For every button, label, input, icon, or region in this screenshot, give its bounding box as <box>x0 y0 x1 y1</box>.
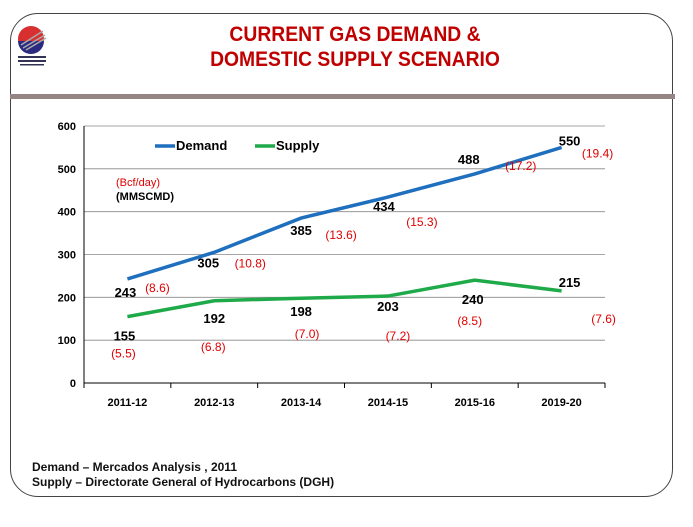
line-chart: 0 100 200 300 400 500 600 2011-12 2012-13 2013-14… <box>58 121 616 409</box>
x-tick-label: 2011-12 <box>108 397 148 409</box>
bcf-label: (7.6) <box>591 312 616 326</box>
data-label: 243 <box>115 285 137 300</box>
x-tick-label: 2014-15 <box>368 397 408 409</box>
x-tick-label: 2012-13 <box>194 397 234 409</box>
bcf-label: (13.6) <box>325 228 356 242</box>
data-label: 215 <box>559 275 581 290</box>
bcf-label: (8.5) <box>457 314 482 328</box>
bcf-label: (15.3) <box>406 215 437 229</box>
data-label: 305 <box>197 255 219 270</box>
bcf-label: (19.4) <box>582 146 613 160</box>
bcf-label: (5.5) <box>111 347 136 361</box>
data-label: 192 <box>203 311 225 326</box>
sources: Demand – Mercados Analysis , 2011 Supply… <box>32 460 334 490</box>
data-label: 434 <box>373 199 395 214</box>
series-line-demand <box>126 145 563 281</box>
bcf-label: (17.2) <box>505 159 536 173</box>
slide-title: CURRENT GAS DEMAND & DOMESTIC SUPPLY SCEN… <box>120 22 589 72</box>
y-tick-label: 300 <box>58 250 76 262</box>
y-tick-label: 600 <box>58 121 76 133</box>
data-label: 550 <box>559 133 581 148</box>
source-demand: Demand – Mercados Analysis , 2011 <box>32 460 237 474</box>
bcf-label: (8.6) <box>145 281 170 295</box>
title-line-2: DOMESTIC SUPPLY SCENARIO <box>210 48 500 71</box>
y-tick-label: 100 <box>58 335 76 347</box>
x-tick-label: 2015-16 <box>455 397 495 409</box>
title-line-1: CURRENT GAS DEMAND & <box>229 23 481 46</box>
slide-frame <box>10 13 673 497</box>
series-line-supply <box>127 278 562 319</box>
legend-label: Supply <box>276 138 320 153</box>
bcf-label: (7.0) <box>295 327 320 341</box>
y-tick-label: 0 <box>70 378 76 390</box>
data-label: 155 <box>114 329 136 344</box>
y-tick-label: 500 <box>58 164 76 176</box>
data-label: 240 <box>462 292 484 307</box>
data-label: 385 <box>290 223 312 238</box>
data-label: 198 <box>290 304 312 319</box>
bcf-label: (6.8) <box>201 340 226 354</box>
petronet-logo <box>18 26 47 66</box>
title-divider <box>10 94 675 99</box>
bcf-label: (7.2) <box>386 329 411 343</box>
data-label: 203 <box>377 299 399 314</box>
y-tick-label: 400 <box>58 207 76 219</box>
legend-label: Demand <box>176 138 227 153</box>
bcf-label: (10.8) <box>235 256 266 270</box>
source-supply: Supply – Directorate General of Hydrocar… <box>32 475 335 489</box>
unit-label-bcf: (Bcf/day) <box>116 177 160 189</box>
x-tick-label: 2019-20 <box>541 397 581 409</box>
x-tick-label: 2013-14 <box>281 397 322 409</box>
data-label: 488 <box>458 152 480 167</box>
unit-label-mmscmd: (MMSCMD) <box>116 191 174 203</box>
y-tick-label: 200 <box>58 292 76 304</box>
